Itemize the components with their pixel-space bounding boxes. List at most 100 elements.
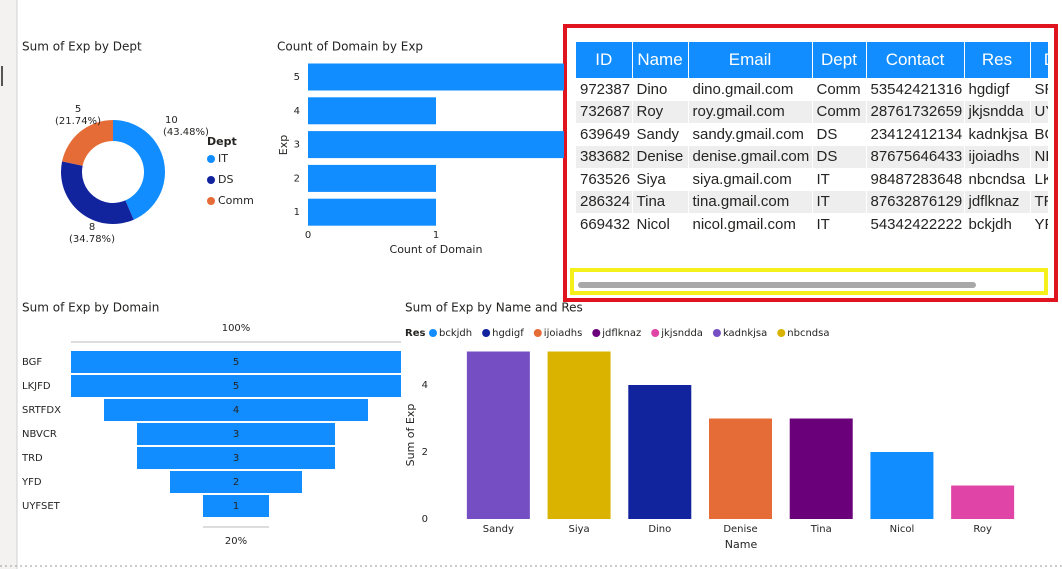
legend-marker	[592, 329, 601, 337]
chart-title: Sum of Exp by Dept	[22, 40, 142, 54]
table-cell: hgdigf	[964, 78, 1031, 101]
scrollbar[interactable]	[578, 282, 976, 288]
data-label: 3	[233, 429, 239, 440]
chart-title: Sum of Exp by Domain	[22, 301, 159, 315]
legend-marker	[207, 176, 215, 184]
table-cell: bckjdh	[964, 213, 1031, 236]
x-axis-title: Name	[725, 538, 758, 551]
table-visual: IDNameEmailDeptContactResDomain972387Din…	[576, 42, 1048, 257]
donut-slice	[113, 120, 166, 220]
legend-marker	[712, 329, 721, 337]
y-axis-title: Exp	[277, 135, 290, 155]
legend-marker	[533, 329, 542, 337]
data-label: 3	[233, 453, 239, 464]
data-label: 5	[233, 381, 239, 392]
x-tick-label: Dino	[648, 524, 671, 535]
column-bar	[628, 385, 692, 519]
table-cell: sandy.gmail.com	[688, 123, 813, 146]
table-cell: Comm	[812, 78, 867, 101]
category-label: SRTFDX	[22, 405, 61, 416]
data-label: 5	[75, 104, 81, 115]
table-cell: nicol.gmail.com	[688, 213, 813, 236]
x-axis-title: Count of Domain	[390, 243, 483, 256]
legend-label: jkjsndda	[660, 328, 703, 339]
table-cell: 53542421316	[866, 78, 965, 101]
table-row: 639649 Sandy sandy.gmail.com DS 23412412134 k…	[576, 123, 1048, 146]
table-row: 383682 Denise denise.gmail.com DS 8767564643…	[576, 145, 1048, 168]
category-label: TRD	[21, 453, 43, 464]
table-cell: jdflknaz	[964, 190, 1031, 213]
table-body: 972387 Dino dino.gmail.com Comm 53542421316 h…	[576, 78, 1048, 236]
bar	[308, 97, 436, 125]
y-tick-label: 5	[294, 72, 300, 83]
legend-marker	[482, 329, 491, 337]
x-tick-label: 1	[433, 230, 439, 241]
bar	[308, 164, 436, 192]
table-cell: Roy	[632, 100, 689, 123]
table-cell: Comm	[812, 100, 867, 123]
bar	[308, 63, 564, 91]
column-bar	[789, 418, 853, 519]
table-cell: 639649	[576, 123, 633, 146]
column-bar	[466, 351, 530, 519]
column-header[interactable]: Contact	[866, 42, 965, 78]
table-cell: 87632876129	[866, 190, 965, 213]
table-row: 669432 Nicol nicol.gmail.com IT 54342422222 b…	[576, 213, 1048, 236]
category-label: BGF	[22, 357, 42, 368]
table-cell: 98487283648	[866, 168, 965, 191]
legend-title: Dept	[207, 135, 237, 148]
table-cell: siya.gmail.com	[688, 168, 813, 191]
column-header[interactable]: Email	[688, 42, 813, 78]
scrollbar-highlight	[570, 268, 1048, 295]
legend-label: DS	[218, 173, 233, 186]
y-axis-title: Sum of Exp	[404, 404, 417, 467]
legend-marker	[651, 329, 660, 337]
category-label: NBVCR	[22, 429, 57, 440]
column-header[interactable]: Name	[632, 42, 689, 78]
funnel-bar	[71, 375, 401, 397]
legend-label: kadnkjsa	[723, 328, 767, 339]
legend-marker	[429, 329, 437, 337]
funnel-bar	[137, 447, 335, 469]
legend-title: Res	[405, 328, 425, 339]
y-tick-label: 2	[294, 173, 300, 184]
table-cell: IT	[812, 168, 867, 191]
legend-label: bckjdh	[439, 328, 472, 339]
donut-slice	[62, 120, 113, 166]
table-cell: LKJFD	[1030, 168, 1048, 191]
chart-title: Count of Domain by Exp	[277, 40, 423, 54]
table-cell: 23412412134	[866, 123, 965, 146]
x-tick-label: Roy	[973, 524, 992, 535]
column-header[interactable]: Domain	[1030, 42, 1048, 78]
funnel-bar	[170, 471, 302, 493]
data-label: 1	[233, 501, 239, 512]
column-bar	[709, 418, 772, 519]
table-cell: 383682	[576, 145, 633, 168]
legend-marker	[207, 197, 215, 205]
table-cell: 87675646433	[866, 145, 965, 168]
side-pane	[0, 0, 17, 569]
table-cell: dino.gmail.com	[688, 78, 813, 101]
column-header[interactable]: Dept	[812, 42, 867, 78]
column-header[interactable]: Res	[964, 42, 1031, 78]
y-tick-label: 0	[422, 514, 428, 525]
table-row: 286324 Tina tina.gmail.com IT 87632876129 jdf…	[576, 190, 1048, 213]
table-cell: DS	[812, 123, 867, 146]
category-label: UYFSET	[22, 501, 61, 512]
table-cell: 732687	[576, 100, 633, 123]
percent-label: (21.74%)	[55, 116, 101, 127]
data-label: 10	[165, 115, 178, 126]
table-cell: kadnkjsa	[964, 123, 1031, 146]
data-label: 5	[233, 357, 239, 368]
chart-title: Sum of Exp by Name and Res	[405, 301, 583, 315]
table-cell: NBVCR	[1030, 145, 1048, 168]
percent-label: (34.78%)	[69, 234, 115, 245]
table-cell: 669432	[576, 213, 633, 236]
table-cell: SRTFDX	[1030, 78, 1048, 101]
table-cell: 763526	[576, 168, 633, 191]
column-header[interactable]: ID	[576, 42, 633, 78]
x-tick-label: Nicol	[890, 524, 915, 535]
table-cell: TRD	[1030, 190, 1048, 213]
table-cell: 28761732659	[866, 100, 965, 123]
